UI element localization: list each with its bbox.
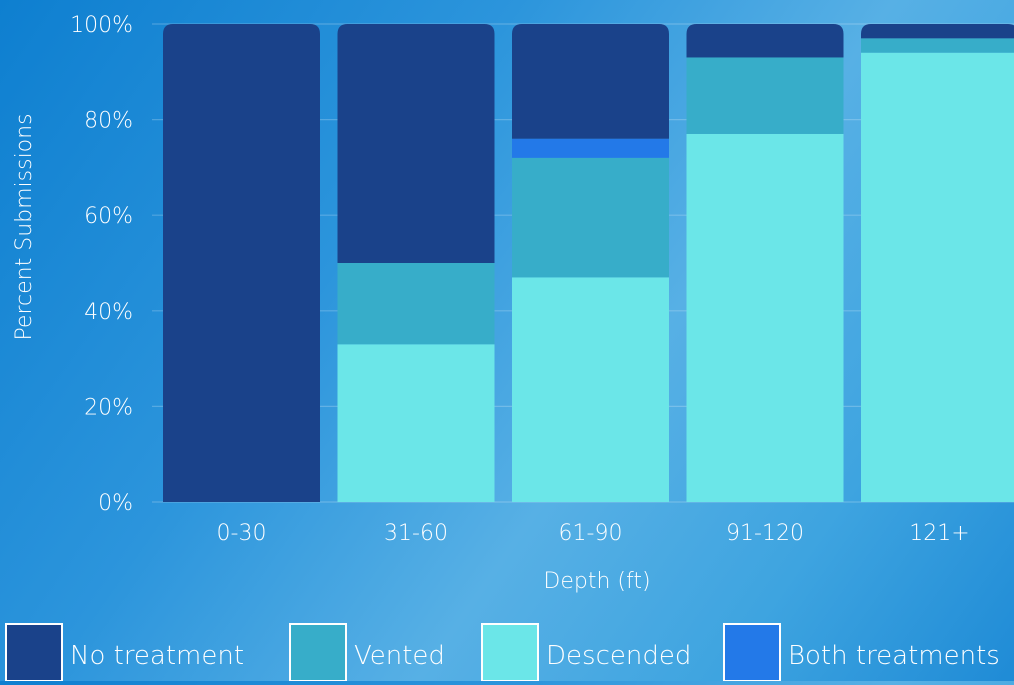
x-tick-label: 31-60 <box>384 521 448 546</box>
bar-segment-descended <box>337 344 495 502</box>
bar-segment-descended <box>861 52 1014 502</box>
bar-segment-no-treatment <box>163 24 320 502</box>
bar-stack-121+ <box>861 24 1014 502</box>
bar-segment-no-treatment <box>337 24 495 263</box>
bar-segment-no-treatment <box>861 24 1014 39</box>
bars <box>163 24 1014 502</box>
bar-stack-61-90 <box>512 24 669 502</box>
legend-item-descended: Descended <box>481 623 691 682</box>
x-tick-label: 61-90 <box>559 521 623 546</box>
y-tick-label: 20% <box>84 395 133 420</box>
legend-item-both-treatments: Both treatments <box>723 623 1000 682</box>
legend-swatch <box>481 623 539 682</box>
legend: No treatment Vented Descended Both treatmen… <box>5 623 1000 682</box>
y-tick-label: 80% <box>84 109 133 134</box>
legend-item-vented: Vented <box>289 623 445 682</box>
bar-segment-vented <box>337 263 495 345</box>
legend-swatch <box>5 623 63 682</box>
legend-swatch <box>289 623 347 682</box>
bar-segment-descended <box>512 277 669 502</box>
y-tick-label: 60% <box>84 204 133 229</box>
bar-segment-both-treatments <box>512 138 669 158</box>
legend-label: Descended <box>546 641 691 671</box>
bar-segment-vented <box>861 38 1014 53</box>
bar-segment-no-treatment <box>686 24 844 58</box>
x-axis-title: Depth (ft) <box>543 569 650 594</box>
legend-label: No treatment <box>70 641 244 671</box>
bar-segment-vented <box>512 157 669 278</box>
legend-swatch <box>723 623 781 682</box>
x-tick-label: 91-120 <box>726 521 804 546</box>
bar-stack-0-30 <box>163 24 320 502</box>
legend-label: Vented <box>354 641 445 671</box>
bar-segment-vented <box>686 57 844 134</box>
bar-stack-91-120 <box>686 24 844 502</box>
bar-segment-no-treatment <box>512 24 669 139</box>
y-tick-label: 100% <box>70 13 133 38</box>
x-tick-label: 0-30 <box>217 521 267 546</box>
y-tick-label: 40% <box>84 300 133 325</box>
bar-stack-31-60 <box>337 24 495 502</box>
y-tick-labels: 0% 20% 40% 60% 80% 100% <box>70 13 133 516</box>
y-tick-label: 0% <box>98 491 133 516</box>
legend-item-no-treatment: No treatment <box>5 623 244 682</box>
y-axis-title: Percent Submissions <box>12 113 37 340</box>
bar-segment-descended <box>686 133 844 502</box>
x-tick-labels: 0-30 31-60 61-90 91-120 121+ <box>217 521 970 546</box>
x-tick-label: 121+ <box>909 521 969 546</box>
legend-label: Both treatments <box>788 641 1000 671</box>
